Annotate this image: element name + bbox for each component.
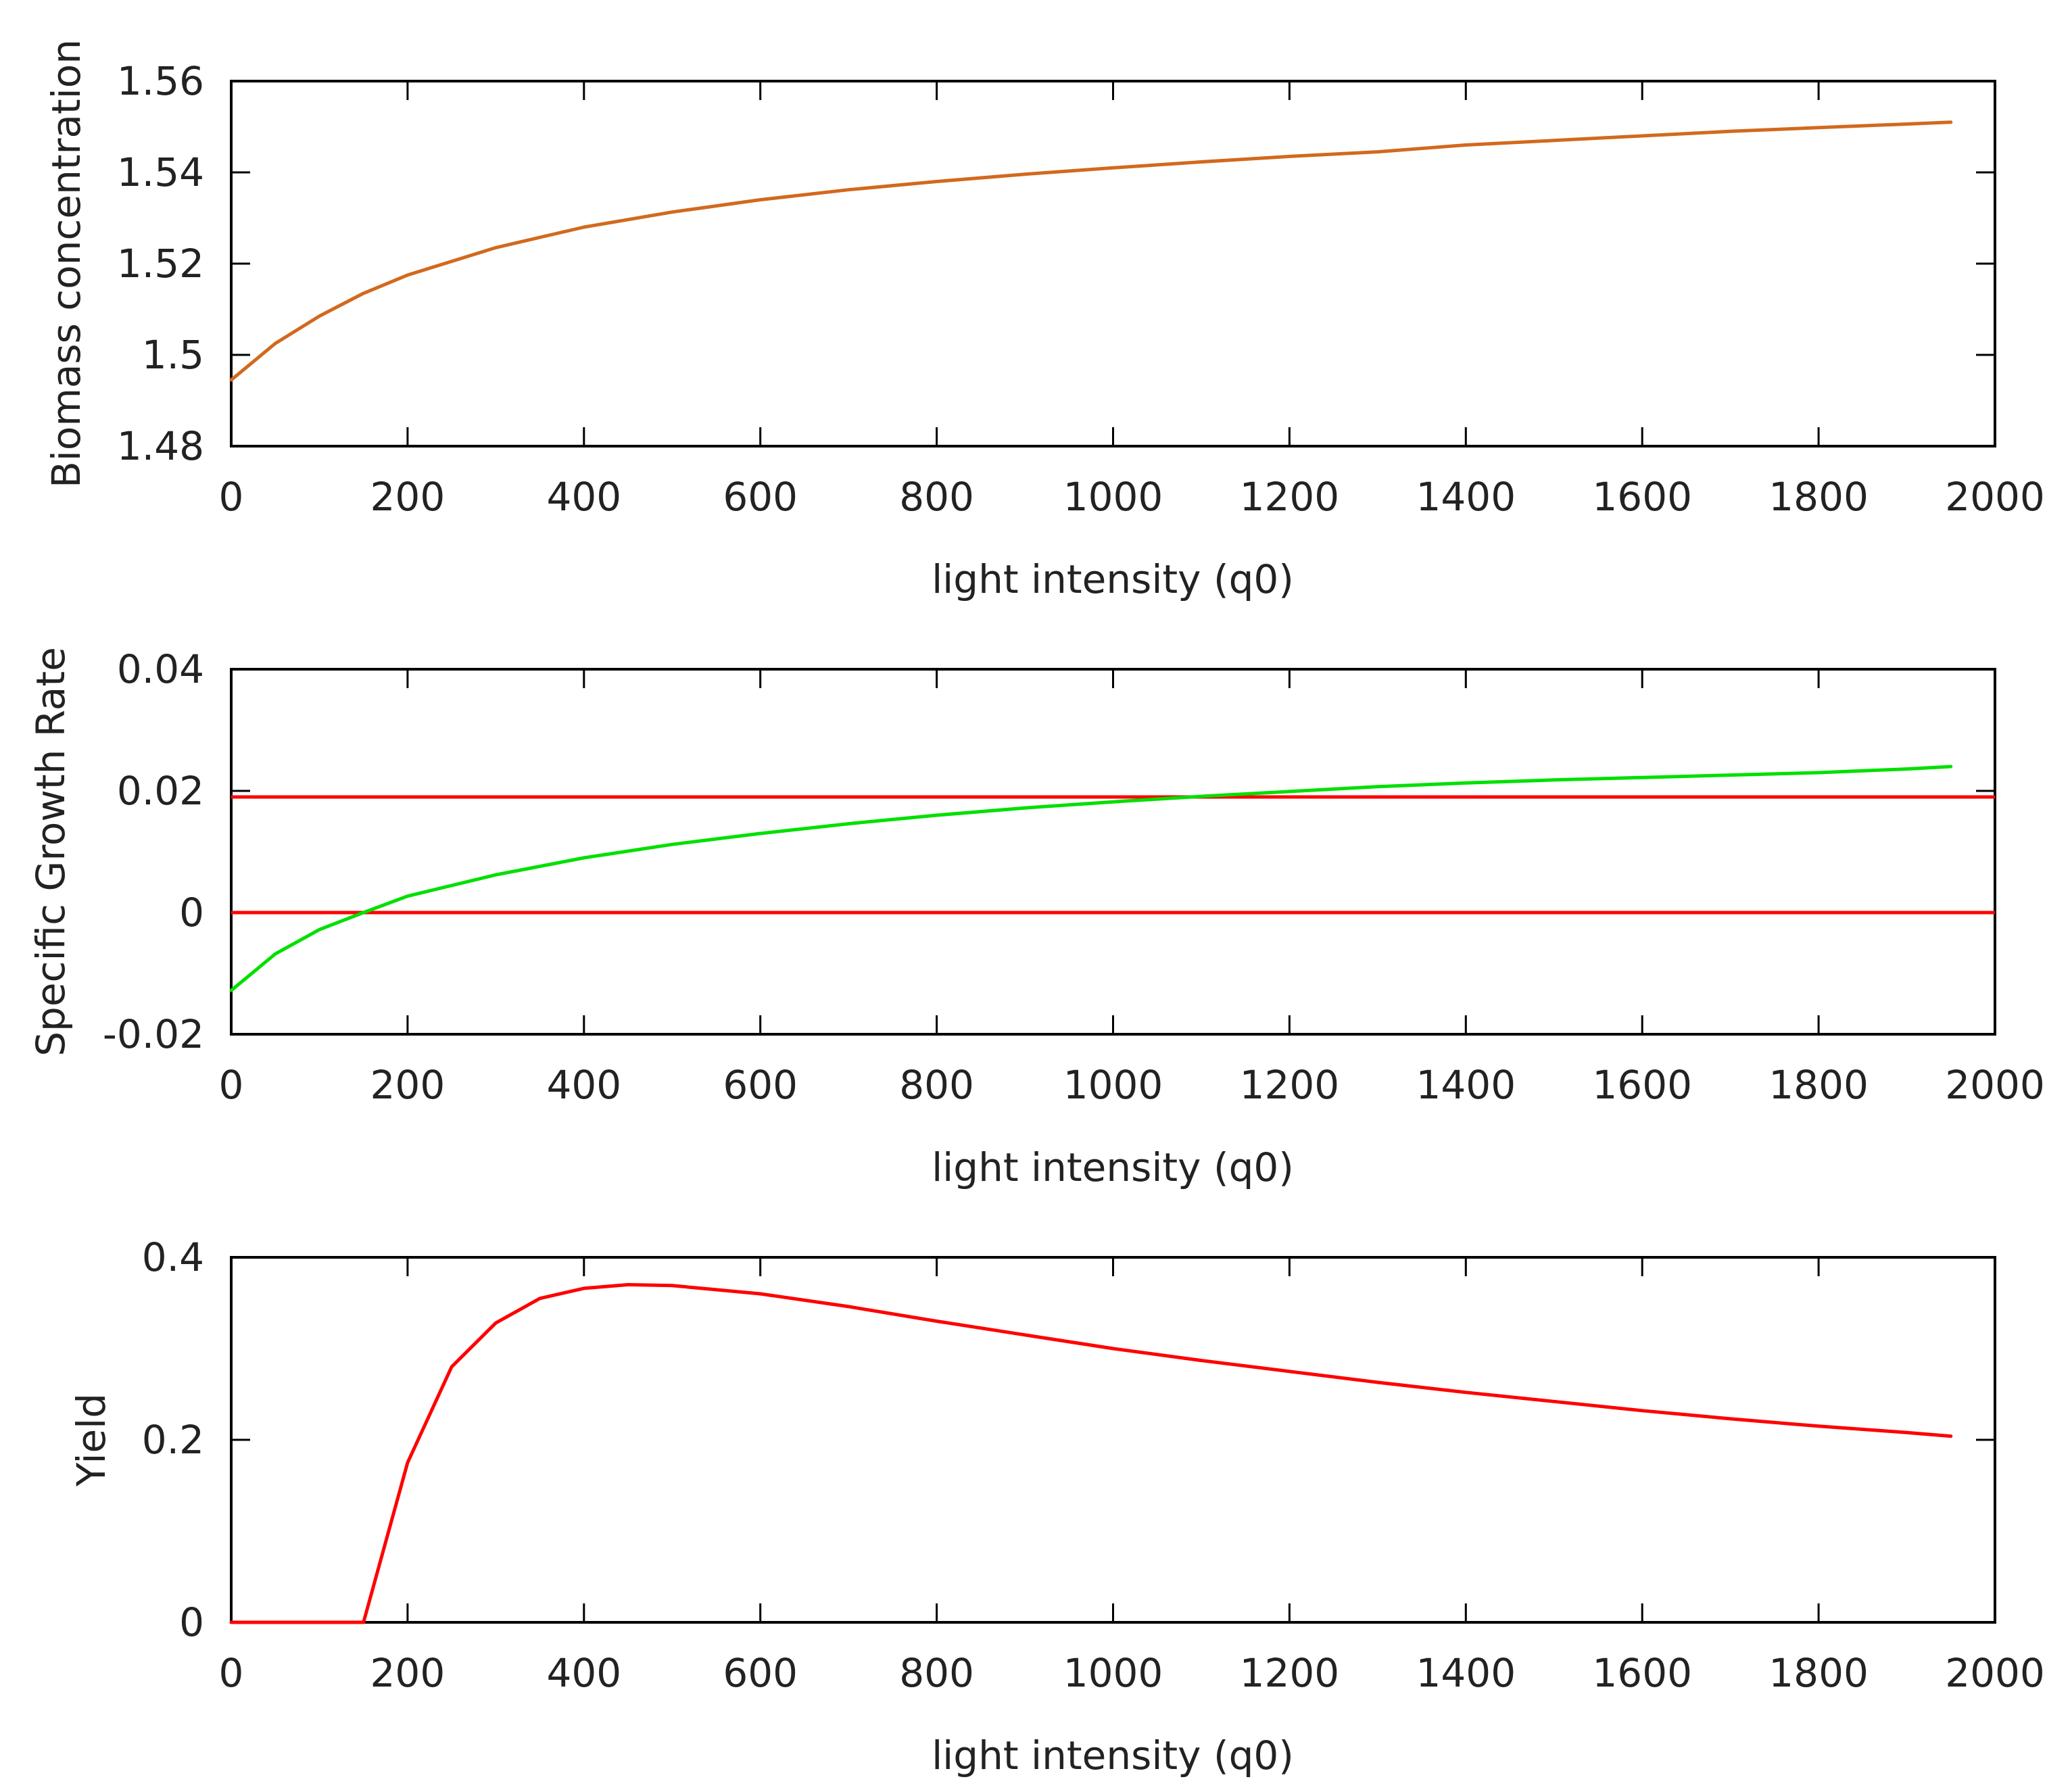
x-tick-label: 400	[546, 474, 621, 520]
series-line	[229, 1283, 1953, 1624]
x-tick-label: 1200	[1240, 474, 1340, 520]
x-tick-label: 1200	[1240, 1650, 1340, 1696]
y-tick-label: 1.48	[117, 423, 204, 469]
x-tick-label: 1600	[1592, 474, 1692, 520]
y-tick-label: 0	[179, 890, 204, 936]
x-tick-label: 800	[899, 1650, 974, 1696]
x-tick-label: 1000	[1063, 474, 1163, 520]
y-axis-label: Specific Growth Rate	[28, 647, 74, 1057]
x-tick-label: 0	[219, 474, 244, 520]
axis-ticks	[230, 1256, 1996, 1624]
x-tick-label: 1000	[1063, 1062, 1163, 1108]
y-tick-label: 1.5	[142, 332, 204, 378]
y-tick-label: 0.4	[142, 1234, 204, 1280]
x-tick-label: 1400	[1416, 474, 1516, 520]
y-axis-label: Biomass concentration	[43, 39, 89, 488]
x-tick-label: 2000	[1945, 1062, 2045, 1108]
x-tick-label: 2000	[1945, 474, 2045, 520]
x-tick-label: 0	[219, 1062, 244, 1108]
axis-ticks	[230, 80, 1996, 447]
x-tick-label: 400	[546, 1062, 621, 1108]
y-axis-label: Yield	[68, 1393, 114, 1487]
x-axis-label: light intensity (q0)	[932, 1733, 1294, 1778]
x-tick-label: 200	[370, 1650, 446, 1696]
x-tick-label: 1000	[1063, 1650, 1163, 1696]
x-tick-label: 1600	[1592, 1062, 1692, 1108]
x-tick-label: 400	[546, 1650, 621, 1696]
x-tick-label: 2000	[1945, 1650, 2045, 1696]
y-tick-label: 0.04	[117, 646, 204, 692]
series-lines	[229, 120, 1953, 382]
y-tick-label: -0.02	[103, 1011, 204, 1057]
x-tick-label: 600	[723, 1062, 798, 1108]
yield-panel: 0 200 400 600 800 1000 1200 1400 1600 1800 2000 0 0.…	[68, 1234, 2045, 1778]
plot-frame	[230, 668, 1996, 1036]
x-tick-label: 1800	[1768, 1650, 1869, 1696]
y-tick-label: 1.54	[117, 149, 204, 195]
axis-ticks	[230, 668, 1996, 1036]
y-tick-label: 0	[179, 1599, 204, 1645]
x-tick-label: 1800	[1768, 1062, 1869, 1108]
y-tick-label: 1.52	[117, 241, 204, 287]
tick-labels: 0 200 400 600 800 1000 1200 1400 1600 1800 2000 0 0.…	[142, 1234, 2045, 1696]
x-axis-label: light intensity (q0)	[932, 1144, 1294, 1190]
x-tick-label: 1200	[1240, 1062, 1340, 1108]
tick-labels: 0 200 400 600 800 1000 1200 1400 1600 1800 2000 -0.…	[103, 646, 2045, 1108]
biomass-panel: 0 200 400 600 800 1000 1200 1400 1600 1800 2000 1.4…	[43, 39, 2045, 602]
x-tick-label: 1800	[1768, 474, 1869, 520]
x-tick-label: 800	[899, 474, 974, 520]
tick-labels: 0 200 400 600 800 1000 1200 1400 1600 1800 2000 1.4…	[117, 58, 2045, 520]
y-tick-label: 0.02	[117, 768, 204, 814]
x-tick-label: 200	[370, 1062, 446, 1108]
series-lines	[229, 1283, 1953, 1624]
plot-frame	[230, 80, 1996, 447]
x-tick-label: 800	[899, 1062, 974, 1108]
y-tick-label: 1.56	[117, 58, 204, 104]
x-tick-label: 1400	[1416, 1062, 1516, 1108]
x-axis-label: light intensity (q0)	[932, 556, 1294, 602]
x-tick-label: 0	[219, 1650, 244, 1696]
x-tick-label: 1600	[1592, 1650, 1692, 1696]
growth-rate-panel: 0 200 400 600 800 1000 1200 1400 1600 1800 2000 -0.…	[28, 646, 2045, 1190]
series-line	[229, 120, 1953, 382]
x-tick-label: 600	[723, 1650, 798, 1696]
x-tick-label: 1400	[1416, 1650, 1516, 1696]
x-tick-label: 600	[723, 474, 798, 520]
series-lines	[229, 765, 1995, 992]
series-line	[229, 765, 1953, 992]
plot-frame	[230, 1256, 1996, 1624]
x-tick-label: 200	[370, 474, 446, 520]
y-tick-label: 0.2	[142, 1417, 204, 1463]
